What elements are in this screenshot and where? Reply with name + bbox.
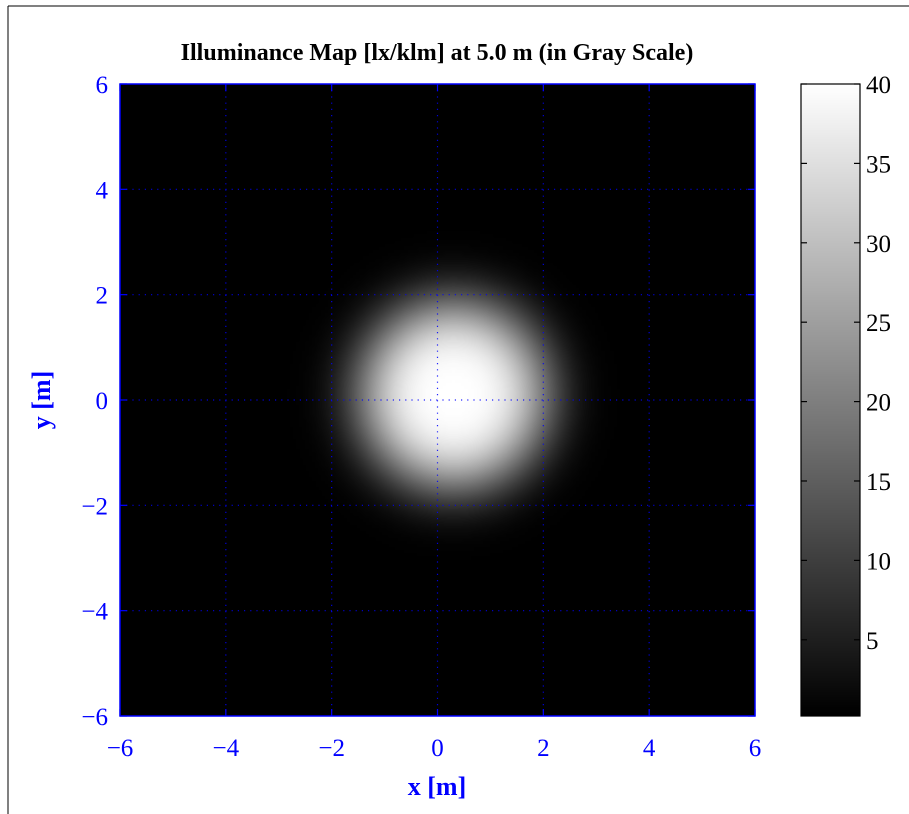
colorbar-tick-label: 15 xyxy=(866,469,891,496)
y-axis-label: y [m] xyxy=(27,371,56,429)
plot-area-frame xyxy=(119,83,756,717)
colorbar-tick-label: 20 xyxy=(866,390,891,417)
x-tick-label: −2 xyxy=(318,735,345,762)
y-tick-label: 2 xyxy=(96,283,109,310)
x-tick-label: −4 xyxy=(213,735,240,762)
y-tick-label: 4 xyxy=(96,177,109,204)
y-tick-label: −6 xyxy=(81,704,108,731)
axis-ticks xyxy=(119,83,756,717)
x-axis-label: x [m] xyxy=(408,772,466,801)
chart-title: Illuminance Map [lx/klm] at 5.0 m (in Gr… xyxy=(181,40,694,66)
x-tick-label: 0 xyxy=(431,735,444,762)
grid-lines xyxy=(120,84,755,716)
y-tick-label: −4 xyxy=(81,599,108,626)
x-tick-label: −6 xyxy=(107,735,134,762)
y-tick-label: 0 xyxy=(96,388,109,415)
colorbar-tick-label: 35 xyxy=(866,151,891,178)
y-tick-labels: −6 −4 −2 0 2 4 6 xyxy=(81,72,108,731)
colorbar-tick-label: 10 xyxy=(866,548,891,575)
x-tick-label: 2 xyxy=(537,735,550,762)
x-tick-labels: −6 −4 −2 0 2 4 6 xyxy=(107,735,762,762)
colorbar-tick-label: 30 xyxy=(866,231,891,258)
y-tick-label: −2 xyxy=(81,493,108,520)
colorbar-ticks: 5 10 15 20 25 30 35 40 xyxy=(801,72,891,655)
x-tick-label: 4 xyxy=(643,735,656,762)
colorbar-tick-label: 40 xyxy=(866,72,891,99)
colorbar-tick-label: 25 xyxy=(866,310,891,337)
x-tick-label: 6 xyxy=(749,735,762,762)
y-tick-label: 6 xyxy=(96,72,109,99)
colorbar-gradient xyxy=(801,84,860,716)
colorbar-tick-label: 5 xyxy=(866,628,879,655)
colorbar-frame xyxy=(800,83,861,717)
